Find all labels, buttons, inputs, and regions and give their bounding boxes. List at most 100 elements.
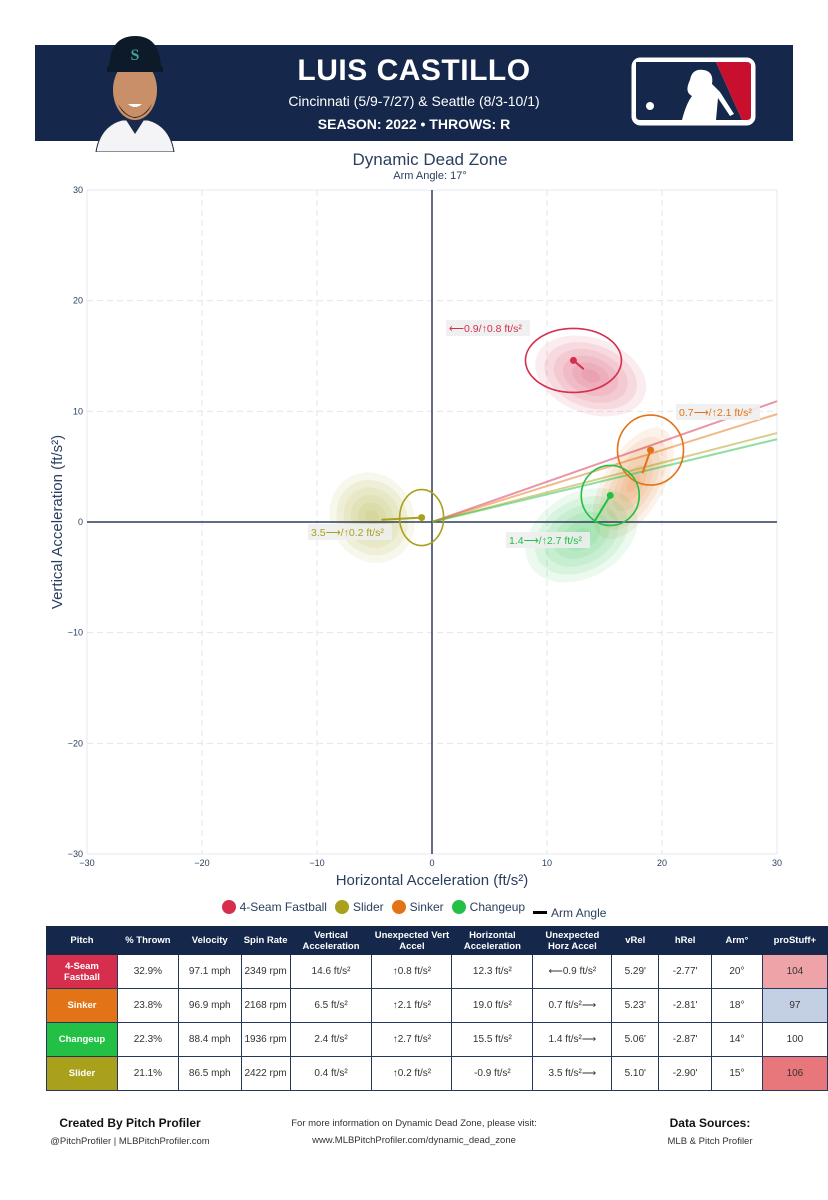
- movement-vector: [641, 449, 652, 474]
- table-cell: 18°: [711, 988, 763, 1023]
- chart-title: Dynamic Dead Zone: [352, 150, 508, 169]
- table-cell: 0.7 ft/s²⟶: [532, 988, 613, 1023]
- annotation-label: 1.4⟶/↑2.7 ft/s²: [509, 535, 582, 547]
- table-row: Changeup 22.3% 88.4 mph 1936 rpm 2.4 ft/s² ↑2…: [46, 1022, 828, 1057]
- pitch-name-cell: Sinker: [46, 988, 118, 1023]
- y-tick-label: 20: [73, 296, 83, 306]
- table-cell: -2.90': [658, 1056, 713, 1091]
- column-header: hRel: [658, 926, 713, 955]
- x-tick-label: −10: [309, 858, 324, 868]
- table-cell: ↑0.8 ft/s²: [371, 954, 453, 989]
- legend-dot-icon: [391, 900, 406, 914]
- y-tick-label: 0: [78, 517, 83, 527]
- info-link[interactable]: www.MLBPitchProfiler.com/dynamic_dead_zo…: [312, 1135, 516, 1146]
- dead-zone-ring: [398, 488, 445, 547]
- annotation-bg: [676, 404, 760, 420]
- x-tick-label: 30: [772, 858, 782, 868]
- pitch-point: [569, 356, 577, 364]
- dead-zone-ring: [524, 327, 623, 394]
- table-cell: -2.81': [658, 988, 713, 1023]
- density-contour: [535, 335, 647, 417]
- player-photo: S: [95, 36, 175, 152]
- legend-label: Changeup: [469, 900, 526, 914]
- table-header-row: Pitch% Thrown Velocity Spin Rate Vertical A…: [46, 926, 828, 955]
- x-tick-label: −30: [79, 858, 94, 868]
- dead-zone-ring: [580, 464, 641, 527]
- density-contour: [572, 362, 610, 390]
- table-cell: -2.77': [658, 954, 713, 989]
- x-tick-label: 0: [429, 858, 434, 868]
- table-cell: 5.06': [611, 1022, 660, 1057]
- table-cell: 88.4 mph: [177, 1022, 242, 1057]
- table-cell: 14°: [711, 1022, 763, 1057]
- density-contour: [619, 464, 647, 502]
- table-cell: ↑2.1 ft/s²: [371, 988, 453, 1023]
- table-cell: 5.23': [611, 988, 660, 1023]
- player-name: LUIS CASTILLO: [297, 54, 531, 87]
- table-cell: ⟵0.9 ft/s²: [532, 954, 613, 989]
- arm-angle-line: [431, 438, 778, 523]
- pitch-annotation: ⟵0.9/↑0.8 ft/s²: [446, 320, 530, 336]
- column-header: % Thrown: [116, 926, 179, 955]
- table-cell: ↑0.2 ft/s²: [371, 1056, 453, 1091]
- pitch-annotation: 0.7⟶/↑2.1 ft/s²: [676, 404, 760, 420]
- table-cell: 97.1 mph: [177, 954, 242, 989]
- legend-item[interactable]: 4-Seam Fastball: [221, 900, 327, 914]
- column-header: Unexpected Horz Accel: [532, 926, 613, 955]
- legend-item[interactable]: Sinker: [391, 900, 444, 914]
- table-cell: 2349 rpm: [240, 954, 291, 989]
- footer-credit: Created By Pitch Profiler @PitchProfiler…: [40, 1116, 220, 1147]
- legend-line-icon: [533, 911, 548, 914]
- arm-angle-line: [431, 413, 778, 523]
- annotation-label: 3.5⟶/↑0.2 ft/s²: [311, 527, 384, 539]
- table-cell: 23.8%: [116, 988, 179, 1023]
- table-cell: 3.5 ft/s²⟶: [532, 1056, 613, 1091]
- pitch-name-cell: Slider: [46, 1056, 118, 1091]
- legend-item[interactable]: Arm Angle: [533, 906, 606, 920]
- table-cell: 0.4 ft/s²: [289, 1056, 373, 1091]
- pitch-point: [647, 446, 654, 454]
- annotation-bg: [446, 320, 530, 336]
- density-contour: [606, 446, 661, 521]
- table-cell: 6.5 ft/s²: [289, 988, 373, 1023]
- pitch-annotation: 1.4⟶/↑2.7 ft/s²: [506, 532, 590, 548]
- column-header: Vertical Acceleration: [289, 926, 373, 955]
- sources-sub: MLB & Pitch Profiler: [667, 1136, 753, 1147]
- column-header: proStuff+: [761, 926, 828, 955]
- table-cell: -2.87': [658, 1022, 713, 1057]
- table-cell: 22.3%: [116, 1022, 179, 1057]
- table-cell: 19.0 ft/s²: [451, 988, 534, 1023]
- density-contour: [592, 427, 674, 539]
- column-header: vRel: [611, 926, 660, 955]
- footer-info: For more information on Dynamic Dead Zon…: [264, 1118, 564, 1146]
- mlb-logo: [631, 57, 756, 126]
- table-cell: ↑2.7 ft/s²: [371, 1022, 453, 1057]
- x-tick-label: −20: [194, 858, 209, 868]
- prostuff-cell: 100: [761, 1022, 828, 1057]
- y-axis-label: Vertical Acceleration (ft/s²): [49, 435, 66, 609]
- table-cell: 5.10': [611, 1056, 660, 1091]
- table-cell: 86.5 mph: [177, 1056, 242, 1091]
- credit-sub: @PitchProfiler | MLBPitchProfiler.com: [50, 1136, 210, 1147]
- annotation-bg: [506, 532, 590, 548]
- legend-item[interactable]: Slider: [334, 900, 384, 914]
- table-cell: 15.5 ft/s²: [451, 1022, 534, 1057]
- table-cell: 2168 rpm: [240, 988, 291, 1023]
- column-header: Unexpected Vert Accel: [371, 926, 453, 955]
- legend-item[interactable]: Changeup: [451, 900, 526, 914]
- density-contour: [626, 473, 640, 493]
- credit-title: Created By Pitch Profiler: [59, 1116, 201, 1130]
- y-tick-label: −30: [68, 849, 83, 859]
- table-cell: 96.9 mph: [177, 988, 242, 1023]
- legend-dot-icon: [221, 900, 236, 914]
- x-axis-label: Horizontal Acceleration (ft/s²): [336, 872, 529, 889]
- legend-label: Arm Angle: [551, 905, 607, 920]
- column-header: Velocity: [177, 926, 242, 955]
- arm-angle-line: [431, 432, 778, 523]
- season-throws: SEASON: 2022 • THROWS: R: [317, 116, 511, 132]
- column-header: Arm°: [711, 926, 763, 955]
- density-contour: [599, 436, 667, 530]
- annotation-bg: [308, 524, 392, 540]
- info-line-1: For more information on Dynamic Dead Zon…: [291, 1118, 537, 1129]
- y-tick-label: −20: [68, 738, 83, 748]
